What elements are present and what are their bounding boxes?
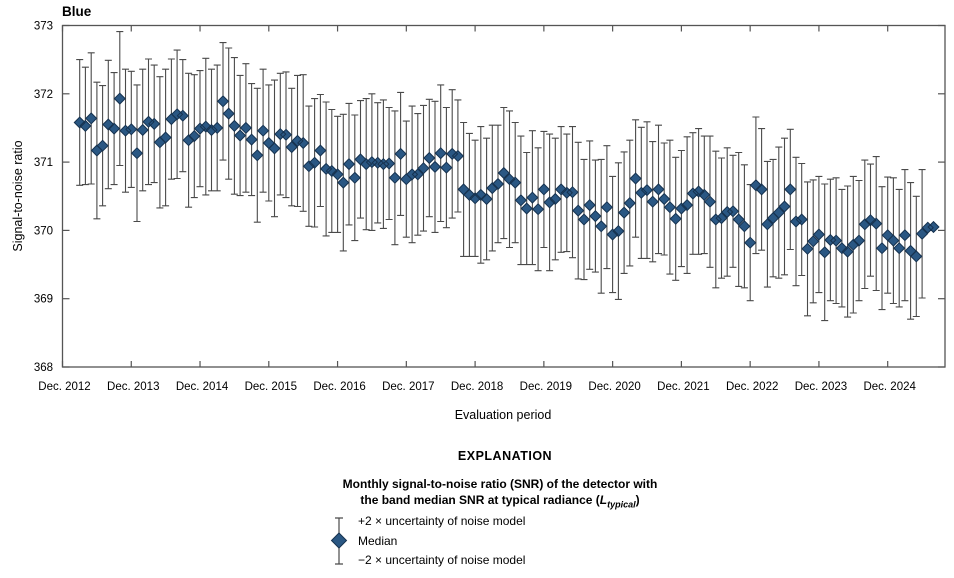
svg-text:370: 370 bbox=[34, 225, 53, 237]
svg-text:368: 368 bbox=[34, 362, 53, 374]
svg-text:Dec. 2019: Dec. 2019 bbox=[520, 381, 572, 393]
svg-text:373: 373 bbox=[34, 21, 53, 33]
explanation-subtitle-line2: the band median SNR at typical radiance … bbox=[360, 493, 640, 510]
svg-text:372: 372 bbox=[34, 89, 53, 101]
legend-upper-label: +2 × uncertainty of noise model bbox=[358, 514, 526, 528]
L-typical-symbol: L bbox=[599, 493, 608, 507]
legend: +2 × uncertainty of noise model Median −… bbox=[328, 512, 525, 575]
svg-text:Dec. 2022: Dec. 2022 bbox=[726, 381, 778, 393]
svg-text:Dec. 2023: Dec. 2023 bbox=[795, 381, 847, 393]
svg-text:Dec. 2024: Dec. 2024 bbox=[863, 381, 916, 393]
legend-errorbar-icon bbox=[328, 512, 350, 575]
chart-title: Blue bbox=[62, 4, 92, 19]
svg-text:Dec. 2014: Dec. 2014 bbox=[176, 381, 229, 393]
svg-text:Dec. 2013: Dec. 2013 bbox=[107, 381, 159, 393]
svg-text:Dec. 2015: Dec. 2015 bbox=[245, 381, 297, 393]
legend-lower-label: −2 × uncertainty of noise model bbox=[358, 553, 526, 567]
svg-text:Dec. 2020: Dec. 2020 bbox=[588, 381, 640, 393]
x-axis-label: Evaluation period bbox=[454, 408, 552, 422]
svg-text:371: 371 bbox=[34, 157, 53, 169]
legend-median-label: Median bbox=[358, 533, 398, 548]
explanation-subtitle-line1: Monthly signal-to-noise ratio (SNR) of t… bbox=[342, 477, 658, 491]
svg-text:Dec. 2021: Dec. 2021 bbox=[657, 381, 709, 393]
svg-text:Dec. 2016: Dec. 2016 bbox=[313, 381, 365, 393]
explanation-heading: EXPLANATION bbox=[457, 449, 553, 463]
svg-text:Dec. 2017: Dec. 2017 bbox=[382, 381, 434, 393]
svg-text:Dec. 2018: Dec. 2018 bbox=[451, 381, 503, 393]
plot-area: Dec. 2012 Dec. 2013 Dec. 2014 Dec. 2015 Dec.… bbox=[34, 21, 946, 393]
svg-text:Dec. 2012: Dec. 2012 bbox=[38, 381, 90, 393]
explanation-subtitle: Monthly signal-to-noise ratio (SNR) of t… bbox=[342, 476, 658, 510]
svg-text:369: 369 bbox=[34, 294, 53, 306]
